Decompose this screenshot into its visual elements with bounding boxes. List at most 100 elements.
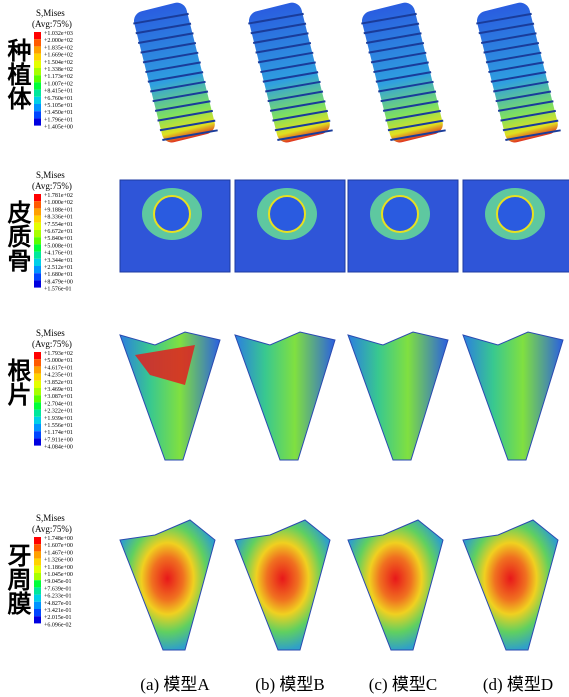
legend-value: +6.760e+01	[44, 96, 73, 102]
legend-swatch	[34, 537, 41, 544]
legend-subtitle: (Avg:75%)	[32, 339, 72, 349]
legend-value: +8.479e+00	[44, 279, 73, 285]
legend-swatch	[34, 366, 41, 373]
legend-value: +1.007e+02	[44, 81, 73, 87]
legend-swatch	[34, 417, 41, 424]
legend-value: +1.835e+02	[44, 45, 73, 51]
model-image	[120, 180, 230, 272]
pdl-slice	[120, 520, 215, 650]
legend-swatch	[34, 280, 41, 287]
legend-value: +1.669e+02	[44, 53, 73, 59]
legend-value: +3.344e+01	[44, 258, 73, 264]
legend-title: S,Mises	[36, 328, 65, 338]
pdl-slice	[235, 520, 330, 650]
model-image	[359, 0, 446, 145]
legend-swatch	[34, 223, 41, 230]
legend-value: +5.000e+01	[44, 358, 73, 364]
legend-value: +9.045e-01	[44, 579, 72, 585]
legend-value: +7.639e-01	[44, 586, 72, 592]
legend-value: +1.032e+03	[44, 31, 73, 37]
legend-swatch	[34, 259, 41, 266]
legend-swatch	[34, 551, 41, 558]
legend-swatch	[34, 244, 41, 251]
model-image	[463, 520, 558, 650]
legend-value: +3.421e-01	[44, 608, 72, 614]
legend-value: +4.617e+01	[44, 365, 73, 371]
legend-value: +1.173e+02	[44, 74, 73, 80]
legend-value: +1.405e+00	[44, 125, 73, 131]
legend-swatch	[34, 61, 41, 68]
legend-swatch	[34, 32, 41, 39]
model-image	[235, 332, 335, 460]
legend-value: +5.008e+01	[44, 243, 73, 249]
legend-swatch	[34, 208, 41, 215]
legend-value: +1.796e+01	[44, 117, 73, 123]
model-image	[348, 520, 443, 650]
legend-swatch	[34, 111, 41, 118]
legend-swatch	[34, 97, 41, 104]
model-image	[348, 332, 448, 460]
legend-swatch	[34, 46, 41, 53]
legend-swatch	[34, 438, 41, 445]
legend-swatch	[34, 104, 41, 111]
legend-value: +3.469e+01	[44, 387, 73, 393]
legend-swatch	[34, 266, 41, 273]
hole	[382, 196, 418, 232]
legend-value: +2.704e+01	[44, 401, 73, 407]
row-label: 种植体	[3, 38, 31, 110]
legend-value: +9.188e+01	[44, 207, 73, 213]
legend-value: +6.233e-01	[44, 594, 72, 600]
column-label: (d) 模型D	[483, 675, 553, 694]
legend-value: +2.015e-01	[44, 615, 72, 621]
legend-value: +1.467e+00	[44, 550, 73, 556]
legend-value: +1.793e+02	[44, 351, 73, 357]
model-image	[463, 180, 569, 272]
legend-value: +1.556e+01	[44, 423, 73, 429]
legend-value: +3.087e+01	[44, 394, 73, 400]
legend-swatch	[34, 609, 41, 616]
legend-swatch	[34, 580, 41, 587]
legend-value: +6.096e-02	[44, 622, 72, 628]
pdl-slice	[463, 520, 558, 650]
legend-value: +1.939e+01	[44, 416, 73, 422]
legend-value: +1.680e+01	[44, 272, 73, 278]
legend-swatch	[34, 201, 41, 208]
legend-swatch	[34, 616, 41, 623]
legend-value: +1.186e+00	[44, 565, 73, 571]
legend-value: +1.576e-01	[44, 287, 72, 293]
legend-value: +1.338e+02	[44, 67, 73, 73]
legend-value: +1.781e+02	[44, 193, 73, 199]
legend-subtitle: (Avg:75%)	[32, 181, 72, 191]
legend-value: +2.322e+01	[44, 409, 73, 415]
legend-swatch	[34, 566, 41, 573]
root-slice	[463, 332, 563, 460]
model-image	[120, 332, 220, 460]
legend-swatch	[34, 374, 41, 381]
model-image	[131, 0, 218, 145]
legend-swatch	[34, 587, 41, 594]
legend-swatch	[34, 82, 41, 89]
legend-swatch	[34, 352, 41, 359]
legend-swatch	[34, 273, 41, 280]
legend-swatch	[34, 359, 41, 366]
legend-swatch	[34, 68, 41, 75]
figure: 种植体S,Mises(Avg:75%)+1.032e+03+2.000e+02+…	[0, 0, 569, 697]
implant	[246, 0, 333, 145]
pdl-slice	[348, 520, 443, 650]
implant	[359, 0, 446, 145]
legend-value: +1.607e+00	[44, 543, 73, 549]
model-image	[120, 520, 215, 650]
legend-value: +2.000e+02	[44, 38, 73, 44]
legend-value: +2.512e+01	[44, 265, 73, 271]
model-image	[474, 0, 561, 145]
legend-value: +1.000e+02	[44, 200, 73, 206]
legend-value: +7.911e+00	[44, 437, 73, 443]
legend-swatch	[34, 54, 41, 61]
legend-swatch	[34, 381, 41, 388]
legend-value: +5.840e+01	[44, 236, 73, 242]
legend-swatch	[34, 39, 41, 46]
legend-swatch	[34, 252, 41, 259]
legend-swatch	[34, 402, 41, 409]
legend-swatch	[34, 388, 41, 395]
legend-swatch	[34, 230, 41, 237]
